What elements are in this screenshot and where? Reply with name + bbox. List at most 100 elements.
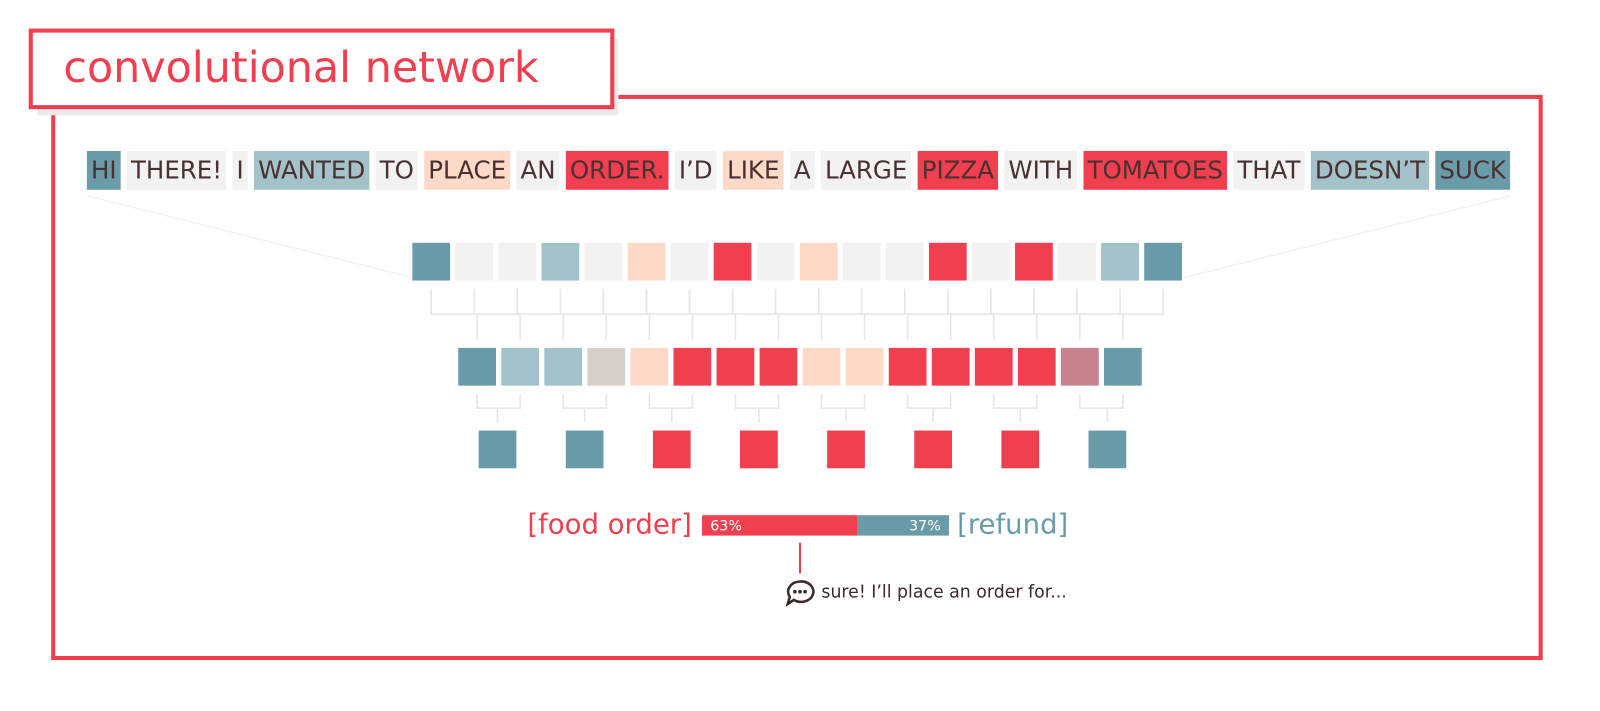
feature-cell bbox=[544, 347, 583, 386]
feature-cell bbox=[799, 242, 838, 281]
token: TOMATOES bbox=[1087, 155, 1223, 184]
token: I’D bbox=[679, 155, 713, 184]
token-bg bbox=[232, 150, 248, 190]
feature-cell bbox=[458, 347, 496, 386]
token-bg bbox=[820, 150, 912, 190]
feature-cell bbox=[756, 242, 795, 281]
token-bg bbox=[1233, 150, 1305, 190]
connector bbox=[562, 393, 608, 423]
response: sure! I’ll place an order for... bbox=[821, 583, 1066, 603]
token: AN bbox=[520, 155, 555, 184]
feature-cell bbox=[1017, 347, 1056, 386]
feature-cell bbox=[842, 242, 881, 281]
funnel-line bbox=[1184, 195, 1511, 278]
token: SUCK bbox=[1439, 155, 1507, 184]
feature-cell bbox=[498, 242, 537, 281]
connector bbox=[648, 393, 694, 423]
token: PLACE bbox=[428, 155, 506, 184]
token-bg bbox=[254, 150, 370, 190]
feature-cell bbox=[1104, 347, 1142, 386]
feature-cell bbox=[627, 242, 666, 281]
token-bg bbox=[917, 150, 999, 190]
feature-cell bbox=[885, 242, 924, 281]
token: WANTED bbox=[258, 155, 365, 184]
feature-cell bbox=[713, 242, 752, 281]
title: convolutional network bbox=[63, 43, 538, 93]
token-bg bbox=[1435, 150, 1511, 190]
feature-cell bbox=[670, 242, 709, 281]
token: PIZZA bbox=[922, 155, 994, 184]
chat-icon bbox=[785, 580, 815, 607]
token-bg bbox=[424, 150, 511, 190]
token-bg bbox=[126, 150, 227, 190]
connector bbox=[734, 393, 780, 423]
token: HI bbox=[91, 155, 117, 184]
token-bg bbox=[86, 150, 121, 190]
feature-cell bbox=[478, 430, 517, 469]
token: THERE! bbox=[130, 155, 222, 184]
token: LARGE bbox=[825, 155, 907, 184]
token: TO bbox=[379, 155, 414, 184]
funnel-line bbox=[86, 195, 413, 278]
token: THAT bbox=[1236, 155, 1301, 184]
token: WITH bbox=[1008, 155, 1073, 184]
connector bbox=[906, 393, 952, 423]
connector bbox=[476, 393, 521, 423]
feature-cell bbox=[802, 347, 841, 386]
feature-cell bbox=[565, 430, 604, 469]
token-bg bbox=[789, 150, 815, 190]
token-bg bbox=[565, 150, 669, 190]
feature-cell bbox=[928, 242, 967, 281]
connector bbox=[992, 393, 1038, 423]
connector bbox=[1076, 288, 1164, 340]
feature-cell bbox=[455, 242, 494, 281]
feature-cell bbox=[1015, 242, 1053, 281]
feature-cell bbox=[827, 430, 865, 469]
token: A bbox=[794, 155, 811, 184]
connector bbox=[820, 393, 866, 423]
feature-cell bbox=[652, 430, 691, 469]
feature-cell bbox=[673, 347, 712, 386]
token: DOESN’T bbox=[1315, 155, 1426, 184]
token-bg bbox=[674, 150, 717, 190]
token-bg bbox=[1310, 150, 1430, 190]
title-box bbox=[28, 28, 615, 110]
token: ORDER. bbox=[570, 155, 664, 184]
token-bg bbox=[1004, 150, 1078, 190]
feature-cell bbox=[630, 347, 669, 386]
feature-cell bbox=[759, 347, 798, 386]
feature-cell bbox=[412, 242, 451, 281]
feature-cell bbox=[584, 242, 623, 281]
feature-cell bbox=[1001, 430, 1040, 469]
feature-cell bbox=[888, 347, 927, 386]
feature-cell bbox=[1060, 347, 1099, 386]
token-bg bbox=[722, 150, 784, 190]
feature-cell bbox=[541, 242, 580, 281]
feature-cell bbox=[931, 347, 970, 386]
feature-cell bbox=[1144, 242, 1182, 281]
outer-frame bbox=[51, 94, 1543, 661]
token-bg bbox=[1083, 150, 1228, 190]
token-bg bbox=[516, 150, 560, 190]
feature-cell bbox=[740, 430, 778, 469]
split-label: 37% bbox=[909, 518, 941, 534]
feature-cell bbox=[587, 347, 626, 386]
feature-cell bbox=[972, 242, 1010, 281]
token: LIKE bbox=[727, 155, 779, 184]
feature-cell bbox=[1101, 242, 1139, 281]
split-bar bbox=[702, 515, 858, 536]
feature-cell bbox=[1058, 242, 1096, 281]
class-name: [refund] bbox=[957, 508, 1068, 540]
split-bar bbox=[857, 515, 949, 536]
feature-cell bbox=[1088, 430, 1127, 469]
feature-cell bbox=[914, 430, 953, 469]
feature-cell bbox=[501, 347, 540, 386]
token: I bbox=[236, 155, 243, 184]
connector bbox=[1079, 393, 1124, 423]
feature-cell bbox=[974, 347, 1013, 386]
feature-cell bbox=[845, 347, 884, 386]
feature-cell bbox=[716, 347, 755, 386]
split-label: 63% bbox=[710, 518, 742, 534]
